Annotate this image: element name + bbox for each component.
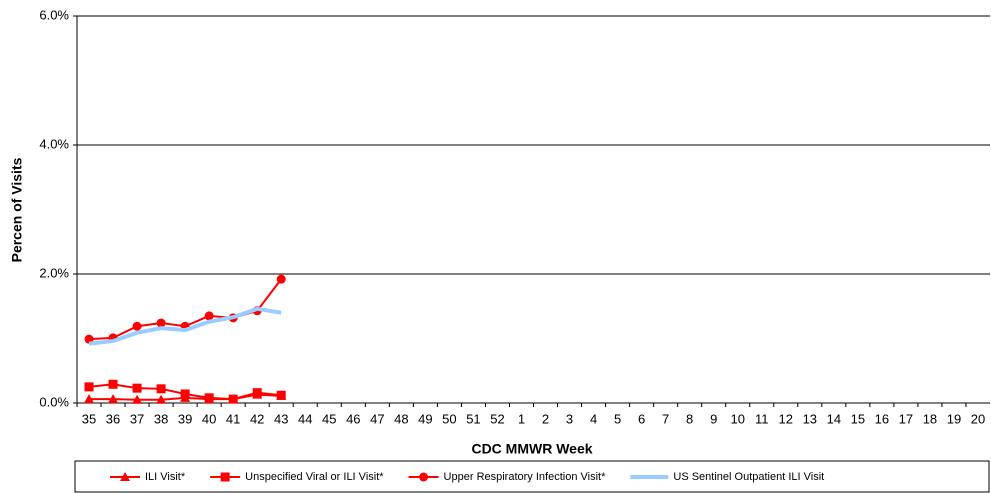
- data-point: [132, 394, 143, 404]
- x-tick-label: 11: [755, 411, 769, 426]
- x-tick-label: 20: [971, 411, 985, 426]
- x-tick-label: 46: [346, 411, 360, 426]
- x-tick-label: 7: [662, 411, 669, 426]
- data-point: [84, 382, 94, 392]
- data-point: [132, 383, 142, 393]
- x-tick-label: 48: [394, 411, 408, 426]
- data-point: [180, 389, 190, 399]
- x-tick-label: 15: [851, 411, 865, 426]
- data-point: [84, 394, 95, 404]
- legend-marker: [120, 472, 130, 481]
- data-point: [84, 334, 94, 344]
- x-tick-label: 50: [442, 411, 456, 426]
- x-tick-label: 36: [106, 411, 120, 426]
- legend-text: Upper Respiratory Infection Visit*: [444, 471, 607, 483]
- x-tick-label: 9: [710, 411, 717, 426]
- x-tick-label: 39: [178, 411, 192, 426]
- x-tick-label: 14: [827, 411, 841, 426]
- x-tick-label: 17: [899, 411, 913, 426]
- x-tick-label: 12: [779, 411, 793, 426]
- x-tick-label: 10: [730, 411, 744, 426]
- x-tick-label: 3: [566, 411, 573, 426]
- x-tick-label: 47: [370, 411, 384, 426]
- y-tick-label: 0.0%: [39, 394, 69, 409]
- x-tick-label: 45: [322, 411, 336, 426]
- x-tick-label: 6: [638, 411, 645, 426]
- legend-text: US Sentinel Outpatient ILI Visit: [673, 471, 824, 483]
- data-point: [156, 384, 166, 394]
- x-tick-label: 42: [250, 411, 264, 426]
- data-point: [276, 390, 286, 400]
- data-point: [204, 311, 214, 321]
- data-point: [108, 379, 118, 389]
- data-point: [252, 388, 262, 398]
- x-tick-label: 43: [274, 411, 288, 426]
- x-tick-label: 37: [130, 411, 144, 426]
- x-tick-label: 44: [298, 411, 312, 426]
- x-tick-label: 2: [542, 411, 549, 426]
- x-axis-title: CDC MMWR Week: [471, 441, 592, 457]
- legend-marker: [419, 472, 429, 482]
- x-tick-label: 19: [947, 411, 961, 426]
- x-tick-label: 49: [418, 411, 432, 426]
- x-tick-label: 4: [590, 411, 597, 426]
- x-tick-label: 13: [803, 411, 817, 426]
- legend-text: Unspecified Viral or ILI Visit*: [245, 471, 384, 483]
- x-tick-label: 18: [923, 411, 937, 426]
- y-tick-label: 2.0%: [39, 265, 69, 280]
- data-point: [132, 321, 142, 331]
- x-tick-label: 51: [466, 411, 480, 426]
- y-tick-label: 6.0%: [39, 7, 69, 22]
- data-point: [204, 393, 214, 403]
- x-tick-label: 41: [226, 411, 240, 426]
- x-tick-label: 35: [82, 411, 96, 426]
- y-axis-title: Percen of Visits: [9, 157, 25, 262]
- data-point: [276, 274, 286, 284]
- legend-marker: [220, 472, 230, 482]
- x-tick-label: 1: [518, 411, 525, 426]
- x-tick-label: 38: [154, 411, 168, 426]
- legend-text: ILI Visit*: [145, 471, 186, 483]
- y-tick-label: 4.0%: [39, 136, 69, 151]
- x-tick-label: 52: [490, 411, 504, 426]
- x-tick-label: 8: [686, 411, 693, 426]
- data-point: [228, 394, 238, 404]
- data-point: [156, 394, 167, 404]
- x-tick-label: 5: [614, 411, 621, 426]
- x-tick-label: 16: [875, 411, 889, 426]
- data-point: [108, 394, 119, 404]
- data-point: [156, 318, 166, 328]
- series-line: [88, 306, 282, 346]
- x-tick-label: 40: [202, 411, 216, 426]
